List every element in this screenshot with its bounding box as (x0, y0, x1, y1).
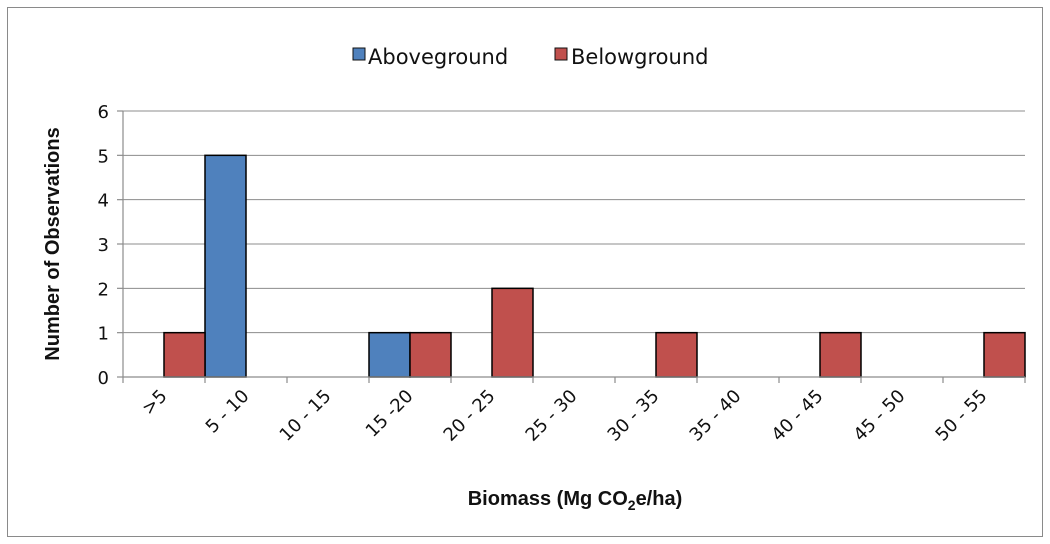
chart-frame (7, 7, 1043, 537)
y-tick-label: 1 (98, 324, 109, 345)
x-axis-title: Biomass (Mg CO2e/ha) (468, 488, 683, 513)
x-tick-label: 25 - 30 (522, 386, 582, 446)
x-tick-label: >5 (138, 386, 172, 420)
legend: Aboveground Belowground (352, 45, 708, 69)
x-axis-title-subscript: 2 (628, 497, 636, 513)
y-tick-label: 3 (98, 235, 109, 256)
x-tick-label: 40 - 45 (768, 386, 828, 446)
x-tick-label: 5 - 10 (202, 386, 254, 438)
bar-belowground-8 (819, 331, 862, 378)
bar-belowground-0 (163, 331, 206, 378)
x-tick-labels: >5 5 - 10 10 - 15 15 -20 20 - 25 25 - 30 30 - … (138, 386, 992, 446)
x-tick-label: 30 - 35 (604, 386, 664, 446)
legend-swatch-aboveground (352, 47, 366, 61)
bar-belowground-10 (983, 331, 1026, 378)
bar-aboveground-3 (368, 331, 411, 378)
y-tick-label: 0 (98, 368, 109, 389)
x-tick-label: 45 - 50 (850, 386, 910, 446)
y-tick-labels: 0 1 2 3 4 5 6 (98, 102, 109, 389)
axes (117, 110, 1026, 383)
x-tick-label: 10 - 15 (276, 386, 336, 446)
x-axis-title-prefix: Biomass (Mg CO (468, 488, 628, 510)
bar-belowground-6 (655, 331, 698, 378)
x-tick-label: 35 - 40 (686, 386, 746, 446)
y-tick-label: 2 (98, 279, 109, 300)
x-tick-label: 50 - 55 (932, 386, 992, 446)
bar-belowground-3 (409, 331, 452, 378)
bars (163, 154, 1026, 378)
legend-label-aboveground: Aboveground (368, 45, 508, 69)
bar-belowground-4 (491, 287, 534, 378)
legend-swatch-belowground (554, 47, 568, 61)
x-axis-title-suffix: e/ha) (636, 488, 683, 510)
y-tick-label: 6 (98, 102, 109, 123)
gridlines (123, 110, 1025, 334)
legend-label-belowground: Belowground (571, 45, 708, 69)
bar-aboveground-1 (204, 154, 247, 378)
y-axis-title: Number of Observations (42, 127, 64, 360)
y-tick-label: 5 (98, 146, 109, 167)
x-tick-label: 15 -20 (362, 386, 418, 442)
x-tick-label: 20 - 25 (440, 386, 500, 446)
y-tick-label: 4 (98, 191, 109, 212)
